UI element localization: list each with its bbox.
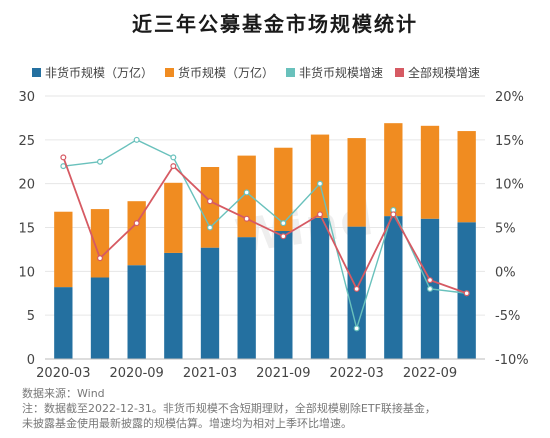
legend-swatch-money-scale <box>165 67 175 77</box>
bar-nonmoney-scale <box>200 247 220 359</box>
y-left-tick-label: 20 <box>18 178 35 193</box>
point-nonmoney-growth <box>170 154 177 161</box>
legend-label-nonmoney-growth: 非货币规模增速 <box>299 65 384 80</box>
bar-nonmoney-scale <box>347 226 366 359</box>
bar-nonmoney-scale <box>127 265 146 359</box>
y-left-tick-label: 0 <box>27 353 35 368</box>
x-tick-label: 2020-03 <box>36 366 90 381</box>
x-tick-label: 2020-09 <box>110 366 164 381</box>
point-total-growth <box>463 290 470 297</box>
line-nonmoney-growth <box>63 139 467 331</box>
y-left-tick-label: 25 <box>18 134 35 149</box>
bar-money-scale <box>164 182 183 253</box>
legend-item-nonmoney-growth: 非货币规模增速 <box>286 64 383 81</box>
bar-money-scale <box>384 123 403 217</box>
footer-note-line1: 注：数据截至2022-12-31。非货币规模不含短期理财，全部规模剔除ETF联接… <box>22 402 436 415</box>
x-tick-label: 2022-09 <box>403 366 457 381</box>
point-nonmoney-growth <box>207 224 214 231</box>
point-total-growth <box>207 198 214 205</box>
bar-nonmoney-scale <box>164 252 183 359</box>
point-nonmoney-growth <box>427 285 434 292</box>
y-left-tick-label: 5 <box>27 309 35 324</box>
point-total-growth <box>133 220 140 227</box>
y-right-tick-label: -5% <box>495 309 520 324</box>
bar-money-scale <box>420 125 440 219</box>
y-right-tick-label: 10% <box>495 178 524 193</box>
legend-swatch-total-growth <box>395 67 405 77</box>
y-right-tick-label: 20% <box>495 90 524 105</box>
bar-nonmoney-scale <box>90 277 110 359</box>
bar-money-scale <box>274 147 293 232</box>
point-total-growth <box>96 255 103 262</box>
line-total-growth <box>62 157 467 295</box>
legend-item-nonmoney-scale: 非货币规模（万亿） <box>32 64 153 81</box>
bar-nonmoney-scale <box>54 287 73 359</box>
bar-money-scale <box>237 155 256 238</box>
point-nonmoney-growth <box>353 325 360 332</box>
bar-nonmoney-scale <box>310 217 330 359</box>
point-total-growth <box>390 211 397 218</box>
point-nonmoney-growth <box>96 158 103 165</box>
point-total-growth <box>243 215 250 222</box>
x-tick-label: 2021-03 <box>183 366 237 381</box>
footer-note-line2: 未披露基金使用最新披露的规模估算。增速均为相对上季环比增速。 <box>22 417 352 430</box>
point-nonmoney-growth <box>280 220 287 227</box>
y-right-tick-label: 0% <box>495 265 516 280</box>
point-total-growth <box>317 211 324 218</box>
bar-nonmoney-scale <box>384 216 403 359</box>
x-tick-label: 2022-03 <box>330 366 384 381</box>
legend-label-nonmoney-scale: 非货币规模（万亿） <box>45 65 154 80</box>
point-nonmoney-growth <box>243 189 250 196</box>
legend-swatch-nonmoney-scale <box>32 67 41 77</box>
point-total-growth <box>170 163 177 170</box>
bar-nonmoney-scale <box>274 231 293 359</box>
bar-money-scale <box>127 201 146 266</box>
point-nonmoney-growth <box>317 180 324 187</box>
chart-legend: 非货币规模（万亿） 货币规模（万亿） 非货币规模增速 全部规模增速 <box>32 62 480 82</box>
bar-money-scale <box>310 134 330 218</box>
y-right-tick-label: 5% <box>495 222 516 237</box>
y-left-tick-label: 10 <box>18 265 35 280</box>
bar-money-scale <box>54 211 73 288</box>
point-nonmoney-growth <box>133 136 140 143</box>
y-left-tick-label: 15 <box>18 222 35 237</box>
point-total-growth <box>280 233 287 240</box>
bar-money-scale <box>200 167 220 248</box>
legend-label-money-scale: 货币规模（万亿） <box>178 65 275 80</box>
point-total-growth <box>60 154 67 161</box>
footer-source: 数据来源：Wind <box>22 387 105 400</box>
chart-footer: 数据来源：Wind 注：数据截至2022-12-31。非货币规模不含短期理财，全… <box>22 386 542 431</box>
point-total-growth <box>427 277 434 284</box>
y-left-tick-label: 30 <box>18 90 35 105</box>
x-tick-label: 2021-09 <box>256 366 310 381</box>
bar-nonmoney-scale <box>237 237 256 359</box>
legend-label-total-growth: 全部规模增速 <box>408 65 481 80</box>
y-right-tick-label: 15% <box>495 134 524 149</box>
y-right-tick-label: -10% <box>495 353 529 368</box>
chart-title: 近三年公募基金市场规模统计 <box>132 12 418 36</box>
legend-swatch-nonmoney-growth <box>286 67 296 77</box>
point-total-growth <box>353 285 360 292</box>
bar-money-scale <box>457 131 476 223</box>
bar-money-scale <box>347 138 366 227</box>
legend-item-money-scale: 货币规模（万亿） <box>165 64 274 81</box>
bar-money-scale <box>90 209 110 278</box>
legend-item-total-growth: 全部规模增速 <box>395 64 480 81</box>
